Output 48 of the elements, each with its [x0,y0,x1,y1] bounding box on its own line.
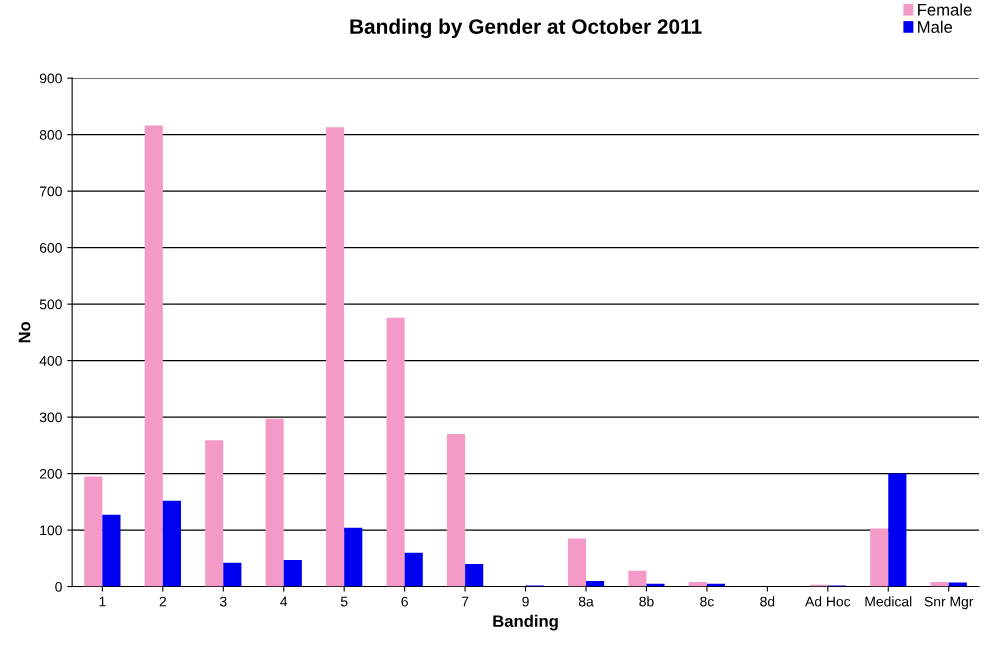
bar [567,538,586,587]
bar [465,563,484,587]
x-tick-label: 8a [578,596,594,607]
chart-title: Banding by Gender at October 2011 [350,18,702,39]
x-tick-label: 5 [340,596,348,607]
x-tick-label: 4 [280,596,288,607]
x-tick-label: Snr Mgr [924,596,974,610]
bar [223,562,242,587]
x-tick-label: Ad Hoc [805,596,851,607]
bar [870,528,889,587]
bar [446,434,466,587]
y-tick-label: 200 [39,468,62,479]
bar [344,527,363,587]
x-tick-label: 1 [99,596,106,607]
x-tick-label: 9 [522,596,529,607]
x-tick-label: 2 [159,596,166,607]
y-tick-label: 900 [39,73,62,84]
y-tick-label: 0 [55,581,62,592]
x-tick-label: 7 [461,596,469,607]
y-tick-label: 600 [39,242,62,253]
y-tick-label: 700 [39,186,62,197]
y-tick-label: 100 [40,525,62,536]
bar [84,476,103,587]
bar [205,440,224,587]
y-axis-title: No [18,321,31,343]
x-tick-label: 8c [700,596,714,607]
bar [144,125,163,587]
bar [102,514,121,587]
x-axis-title: Banding [493,614,558,631]
bar [386,317,405,587]
y-tick-label: 500 [39,299,62,310]
x-tick-label: Medical [865,596,912,607]
bar [888,473,907,587]
y-tick-label: 800 [39,129,62,140]
legend-label: Male [918,20,953,33]
bar [265,418,284,587]
x-tick-label: 6 [401,596,408,607]
x-tick-label: 8d [760,596,775,607]
bar [162,500,181,587]
y-tick-label: 400 [39,355,62,366]
x-tick-label: 8b [639,596,654,607]
x-tick-label: 3 [219,596,227,607]
bar [283,560,302,587]
y-tick-label: 300 [39,412,62,423]
legend-label: Female [918,3,972,16]
bar [404,552,423,587]
bar [326,127,345,587]
bar [628,570,647,587]
